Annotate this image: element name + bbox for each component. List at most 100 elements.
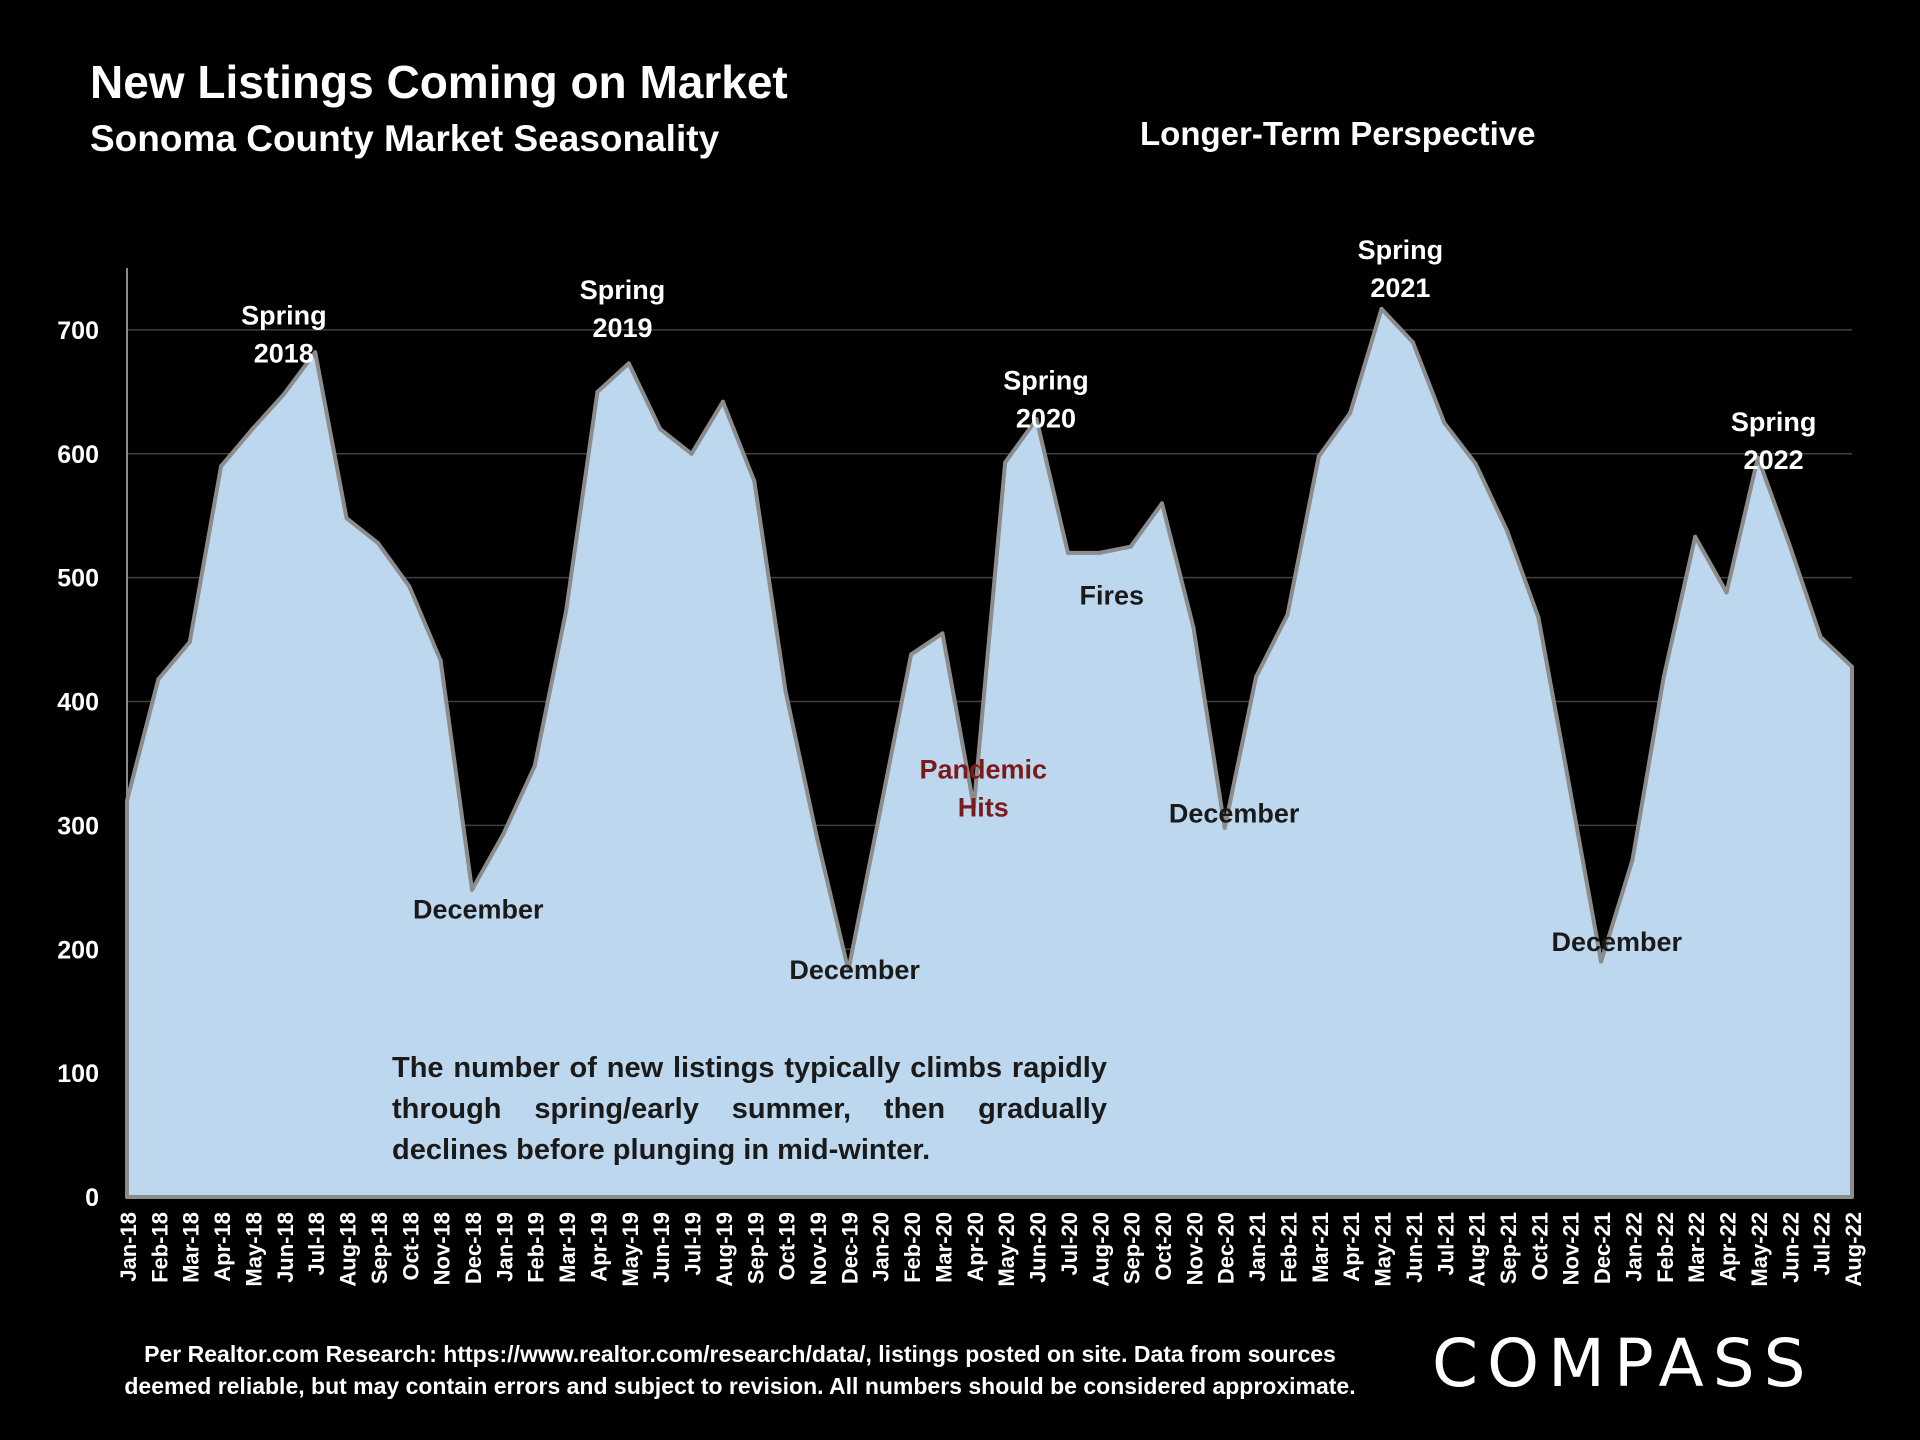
data-point-May-21 bbox=[1379, 306, 1384, 311]
x-tick-label: Nov-20 bbox=[1182, 1212, 1207, 1285]
annotation-line-1: Spring bbox=[241, 300, 327, 330]
x-tick-label: Oct-20 bbox=[1151, 1212, 1176, 1280]
data-point-Jan-21 bbox=[1254, 674, 1259, 679]
data-point-Apr-18 bbox=[219, 464, 224, 469]
data-point-Apr-19 bbox=[595, 389, 600, 394]
x-tick-label: Jul-21 bbox=[1433, 1212, 1458, 1276]
x-tick-label: Aug-20 bbox=[1088, 1212, 1113, 1287]
data-point-Oct-20 bbox=[1160, 501, 1164, 506]
x-tick-label: Oct-18 bbox=[398, 1212, 423, 1280]
explanation-text: The number of new listings typically cli… bbox=[392, 1052, 1107, 1166]
source-footer-line-1: Per Realtor.com Research: https://www.re… bbox=[144, 1341, 1336, 1367]
x-tick-label: Aug-22 bbox=[1841, 1212, 1866, 1287]
x-tick-label: Mar-18 bbox=[179, 1212, 204, 1283]
x-tick-label: Feb-18 bbox=[147, 1212, 172, 1283]
data-point-Jun-21 bbox=[1410, 340, 1415, 345]
x-tick-label: Aug-19 bbox=[712, 1212, 737, 1287]
x-tick-label: Apr-18 bbox=[210, 1212, 235, 1282]
x-tick-label: Dec-19 bbox=[837, 1212, 862, 1284]
x-tick-label: Sep-20 bbox=[1120, 1212, 1145, 1284]
data-point-Sep-19 bbox=[752, 479, 757, 484]
annotation-december: December bbox=[789, 955, 920, 985]
x-tick-label: Dec-21 bbox=[1590, 1212, 1615, 1284]
data-point-Jul-21 bbox=[1442, 420, 1447, 425]
annotation-line-1: December bbox=[1551, 927, 1682, 957]
annotation-line-2: 2021 bbox=[1370, 273, 1430, 303]
x-tick-label: May-21 bbox=[1371, 1212, 1396, 1287]
annotations: Spring 2018 Spring 2019 Spring 2020 Spring 2021… bbox=[241, 235, 1816, 985]
annotation-line-2: 2022 bbox=[1744, 445, 1804, 475]
x-tick-label: Jun-21 bbox=[1402, 1212, 1427, 1283]
compass-logo: COMPASS bbox=[1432, 1325, 1815, 1402]
data-point-Jun-18 bbox=[281, 392, 286, 397]
annotation-line-1: Fires bbox=[1080, 580, 1145, 610]
data-point-Oct-21 bbox=[1536, 615, 1541, 620]
x-tick-label: Oct-19 bbox=[775, 1212, 800, 1280]
annotation-line-1: Spring bbox=[580, 275, 666, 305]
x-tick-label: Jul-20 bbox=[1057, 1212, 1082, 1276]
y-tick-label: 300 bbox=[57, 812, 99, 840]
data-point-Feb-19 bbox=[532, 763, 537, 768]
data-point-Feb-21 bbox=[1285, 612, 1290, 617]
data-point-Nov-19 bbox=[815, 835, 819, 840]
data-point-Sep-21 bbox=[1505, 528, 1509, 533]
y-tick-label: 0 bbox=[85, 1184, 99, 1212]
y-tick-label: 700 bbox=[57, 317, 99, 345]
x-tick-label: May-20 bbox=[994, 1212, 1019, 1287]
annotation-line-2: 2018 bbox=[254, 338, 314, 368]
data-point-May-18 bbox=[250, 427, 255, 432]
x-tick-label: Nov-19 bbox=[806, 1212, 831, 1285]
data-point-Jun-19 bbox=[658, 427, 663, 432]
x-tick-label: Dec-20 bbox=[1214, 1212, 1239, 1284]
x-tick-label: Jan-21 bbox=[1245, 1212, 1270, 1282]
x-tick-label: Sep-18 bbox=[367, 1212, 392, 1284]
x-tick-label: Feb-20 bbox=[900, 1212, 925, 1283]
annotation-december: December bbox=[413, 895, 544, 925]
x-tick-label: Oct-21 bbox=[1527, 1212, 1552, 1280]
data-point-Aug-20 bbox=[1097, 550, 1102, 555]
data-point-Dec-19 bbox=[846, 968, 851, 973]
data-point-Aug-22 bbox=[1850, 664, 1854, 669]
annotation-line-1: Spring bbox=[1731, 407, 1817, 437]
data-point-Jul-18 bbox=[313, 350, 318, 355]
data-point-Mar-18 bbox=[187, 640, 192, 645]
data-point-Mar-19 bbox=[564, 609, 569, 614]
x-tick-label: Jun-18 bbox=[273, 1212, 298, 1283]
x-tick-label: Jan-20 bbox=[869, 1212, 894, 1282]
y-tick-label: 200 bbox=[57, 936, 99, 964]
x-tick-label: Apr-22 bbox=[1716, 1212, 1741, 1282]
data-points bbox=[125, 306, 1854, 973]
data-point-Sep-18 bbox=[375, 540, 380, 545]
data-point-Apr-21 bbox=[1348, 410, 1353, 415]
data-point-Mar-21 bbox=[1316, 454, 1321, 459]
data-point-Mar-22 bbox=[1693, 534, 1698, 539]
x-tick-label: Mar-22 bbox=[1684, 1212, 1709, 1283]
annotation-line-1: December bbox=[413, 895, 544, 925]
x-tick-label: Sep-19 bbox=[743, 1212, 768, 1284]
data-point-May-20 bbox=[1003, 460, 1008, 465]
data-point-Jun-22 bbox=[1787, 542, 1792, 547]
x-tick-label: Nov-18 bbox=[430, 1212, 455, 1285]
annotation-line-2: 2019 bbox=[593, 313, 653, 343]
x-tick-label: Feb-21 bbox=[1276, 1212, 1301, 1283]
data-point-Apr-20 bbox=[971, 804, 976, 809]
x-tick-label: Sep-21 bbox=[1496, 1212, 1521, 1284]
x-tick-label: Mar-21 bbox=[1308, 1212, 1333, 1283]
data-point-Nov-18 bbox=[438, 658, 443, 663]
annotation-spring: Spring 2020 bbox=[1003, 365, 1089, 433]
x-tick-label: Jun-19 bbox=[649, 1212, 674, 1283]
source-footer-line-2: deemed reliable, but may contain errors … bbox=[124, 1373, 1356, 1399]
data-point-May-19 bbox=[626, 361, 631, 366]
y-tick-label: 600 bbox=[57, 441, 99, 469]
data-point-Oct-19 bbox=[783, 689, 788, 694]
data-point-Nov-21 bbox=[1567, 786, 1572, 791]
data-point-Mar-20 bbox=[940, 631, 945, 636]
annotation-spring: Spring 2022 bbox=[1731, 407, 1817, 475]
x-tick-label: Jul-19 bbox=[681, 1212, 706, 1276]
x-tick-label: Jul-22 bbox=[1810, 1212, 1835, 1276]
data-point-Apr-22 bbox=[1724, 590, 1729, 595]
x-tick-label: May-22 bbox=[1747, 1212, 1772, 1287]
data-point-Jan-20 bbox=[877, 811, 882, 816]
data-point-Dec-21 bbox=[1599, 959, 1604, 964]
